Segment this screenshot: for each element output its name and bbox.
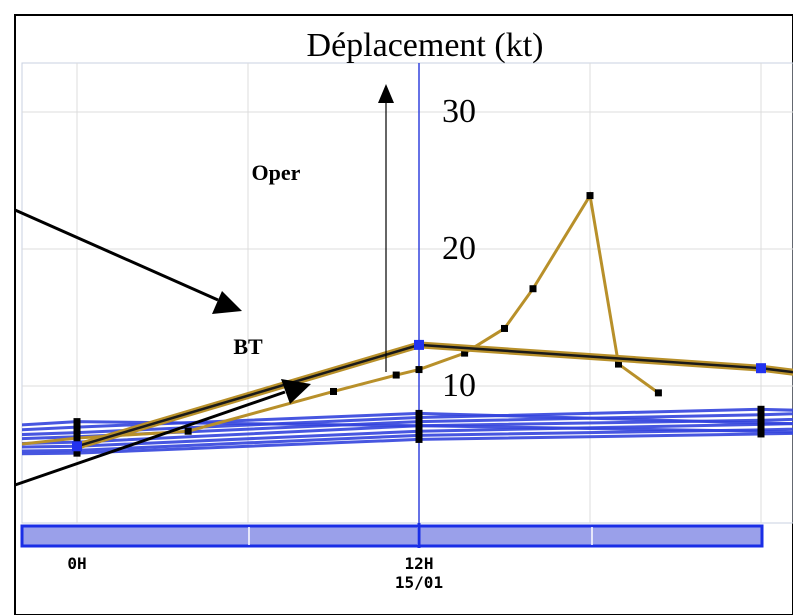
ensemble-point <box>757 426 765 434</box>
y-tick-label: 20 <box>442 230 476 267</box>
oper-point <box>654 389 662 397</box>
ensemble-point <box>73 449 81 457</box>
ensemble-point <box>415 431 423 439</box>
ensemble-point <box>415 409 423 417</box>
oper-point <box>529 285 537 293</box>
ensemble-line-6 <box>22 427 793 453</box>
grid-lines <box>21 62 793 524</box>
annotation-arrows <box>14 84 394 487</box>
y-axis-arrow-head <box>378 84 394 103</box>
ensemble-point <box>757 411 765 419</box>
oper-arrow-shaft <box>14 208 219 302</box>
ensemble-point <box>757 416 765 424</box>
figure-frame <box>14 14 793 615</box>
oper-label: Oper <box>252 160 301 185</box>
x-tick-label: 0H <box>67 554 86 573</box>
ensemble-point <box>73 429 81 437</box>
ensemble-point <box>73 418 81 426</box>
y-tick-label: 10 <box>442 367 476 404</box>
bt-point <box>72 441 82 452</box>
plot-border <box>21 62 793 524</box>
ensemble-point <box>73 423 81 431</box>
oper-point <box>586 192 594 200</box>
bt-point <box>414 339 424 350</box>
ensemble-point <box>415 418 423 426</box>
ensemble-line-4 <box>22 417 793 445</box>
oper-point <box>330 387 337 395</box>
oper-point <box>415 366 423 374</box>
ensemble-point <box>415 427 423 435</box>
bt-arrow-head <box>281 379 311 404</box>
ensemble-line-3 <box>22 412 793 441</box>
time-bar <box>20 524 764 548</box>
x-tick-label: 12H <box>405 554 434 573</box>
ensemble-line-5 <box>22 422 793 449</box>
oper-arrow-head <box>212 291 242 314</box>
ensemble-point <box>757 430 765 438</box>
ensemble-point <box>415 435 423 443</box>
bt-label: BT <box>233 334 263 359</box>
ensemble-line-7 <box>22 431 793 456</box>
ensemble-point <box>415 422 423 430</box>
oper-point <box>615 360 622 368</box>
oper-point <box>184 427 192 435</box>
time-axis-bar <box>20 523 764 548</box>
bt-point <box>756 363 766 374</box>
chart-title: Déplacement (kt) <box>307 27 544 64</box>
ensemble-point <box>757 405 765 413</box>
ensemble-point <box>415 414 423 422</box>
bt-arrow-shaft <box>14 390 286 487</box>
oper-point <box>392 371 400 379</box>
ensemble-line-2 <box>22 407 793 437</box>
oper-point <box>461 349 469 357</box>
oper-point <box>501 324 508 332</box>
ensemble-point <box>757 420 765 428</box>
oper-point <box>73 434 81 442</box>
y-tick-label: 30 <box>442 93 476 130</box>
x-tick-sublabel: 15/01 <box>395 573 443 592</box>
